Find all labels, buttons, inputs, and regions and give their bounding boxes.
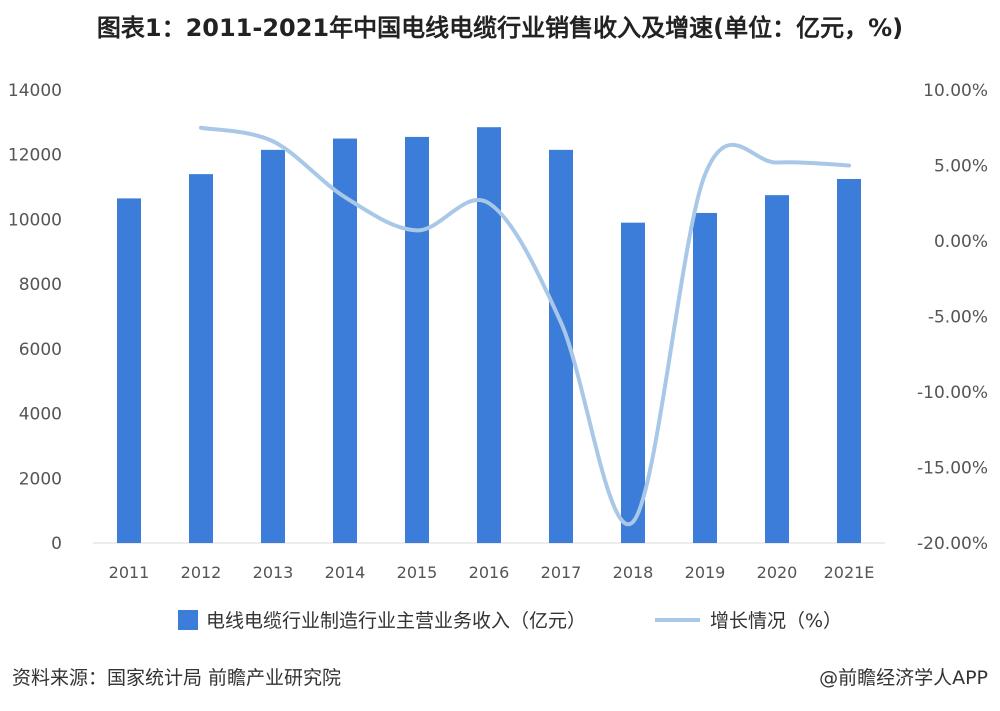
x-axis-labels: 2011 2012 2013 2014 2015 2016 2017 2018 2019 2020… (109, 563, 875, 582)
left-tick-label: 8000 (19, 275, 62, 295)
bar-series (117, 127, 861, 544)
chart-title: 图表1：2011-2021年中国电线电缆行业销售收入及增速(单位：亿元，%) (96, 14, 904, 42)
source-note: 资料来源：国家统计局 前瞻产业研究院 (12, 667, 342, 689)
left-tick-label: 4000 (19, 405, 62, 425)
legend-line-label: 增长情况（%） (710, 610, 842, 632)
x-tick-label: 2016 (469, 563, 510, 582)
bar-2019 (693, 212, 717, 543)
right-tick-label: -10.00% (917, 383, 988, 403)
legend-bar-label: 电线电缆行业制造行业主营业务收入（亿元） (206, 610, 586, 632)
bar-2013 (261, 149, 285, 543)
left-tick-label: 6000 (19, 340, 62, 360)
left-tick-label: 12000 (8, 146, 62, 166)
right-tick-label: 5.00% (934, 157, 988, 177)
left-tick-label: 14000 (8, 81, 62, 101)
right-axis-ticks: -20.00% -15.00% -10.00% -5.00% 0.00% 5.00% 10.… (917, 81, 988, 554)
right-tick-label: 0.00% (934, 232, 988, 252)
growth-line (199, 125, 851, 527)
legend-bar-swatch (178, 610, 198, 630)
footer-bar (0, 650, 1000, 711)
bar-2012 (189, 174, 213, 543)
x-tick-label: 2011 (109, 563, 150, 582)
x-tick-label: 2018 (613, 563, 654, 582)
x-tick-label: 2020 (757, 563, 798, 582)
x-tick-label: 2012 (181, 563, 222, 582)
left-tick-label: 10000 (8, 210, 62, 230)
right-tick-label: 10.00% (923, 81, 988, 101)
x-tick-label: 2015 (397, 563, 438, 582)
x-tick-label: 2017 (541, 563, 582, 582)
bar-2020 (765, 195, 789, 544)
x-tick-label: 2014 (325, 563, 366, 582)
left-tick-label: 2000 (19, 469, 62, 489)
bar-2011 (117, 198, 141, 543)
credit-note: @前瞻经济学人APP (819, 667, 988, 689)
bar-2018 (621, 222, 645, 543)
x-tick-label: 2021E (824, 563, 875, 582)
bar-2021E (837, 178, 861, 543)
bar-2014 (333, 138, 357, 544)
bar-2015 (405, 136, 429, 544)
right-tick-label: -5.00% (928, 308, 988, 328)
left-tick-label: 0 (51, 534, 62, 554)
right-tick-label: -20.00% (917, 534, 988, 554)
right-tick-label: -15.00% (917, 459, 988, 479)
x-tick-label: 2013 (253, 563, 294, 582)
x-tick-label: 2019 (685, 563, 726, 582)
bar-2016 (477, 127, 501, 543)
line-series (199, 125, 851, 527)
left-axis-ticks: 0 2000 4000 6000 8000 10000 12000 14000 (8, 81, 62, 554)
legend: 电线电缆行业制造行业主营业务收入（亿元） 增长情况（%） (178, 610, 842, 632)
